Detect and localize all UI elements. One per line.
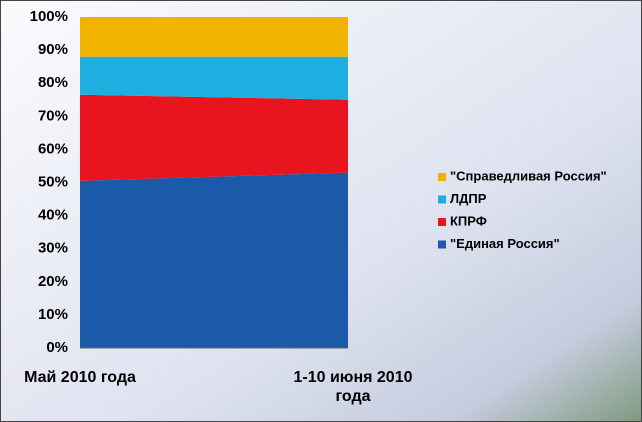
x-tick-label: 1-10 июня 2010 года — [293, 369, 413, 405]
y-tick-label: 20% — [38, 273, 68, 290]
area — [80, 172, 348, 348]
x-tick-label: Май 2010 года — [24, 369, 136, 386]
y-tick-label: 70% — [38, 107, 68, 124]
y-tick-label: 30% — [38, 240, 68, 257]
y-tick-label: 60% — [38, 140, 68, 157]
area — [80, 17, 348, 57]
y-tick-label: 10% — [38, 306, 68, 323]
area — [80, 94, 348, 181]
legend-swatch — [438, 195, 446, 204]
legend-label: "Справедливая Россия" — [450, 168, 607, 183]
legend-swatch — [438, 240, 446, 249]
legend-label: ЛДПР — [450, 191, 487, 206]
legend-label: "Единая Россия" — [450, 236, 560, 251]
y-tick-label: 0% — [46, 339, 68, 356]
y-tick-label: 40% — [38, 207, 68, 224]
legend-swatch — [438, 173, 446, 181]
legend-swatch — [438, 218, 446, 226]
y-tick-label: 50% — [38, 173, 68, 190]
y-tick-label: 80% — [38, 74, 68, 91]
y-tick-label: 90% — [38, 41, 68, 58]
legend-label: КПРФ — [450, 213, 487, 228]
area — [80, 56, 348, 100]
y-tick-label: 100% — [30, 8, 68, 25]
